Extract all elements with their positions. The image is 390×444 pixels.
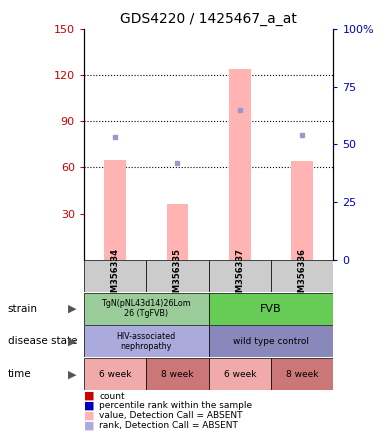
Bar — [146, 358, 209, 390]
Text: ▶: ▶ — [68, 304, 76, 313]
Bar — [209, 293, 333, 325]
Text: count: count — [99, 392, 125, 400]
Bar — [146, 260, 209, 292]
Text: 8 week: 8 week — [286, 370, 319, 379]
Text: time: time — [8, 369, 32, 379]
Text: FVB: FVB — [260, 304, 282, 313]
Text: ■: ■ — [84, 411, 94, 420]
Text: GSM356336: GSM356336 — [298, 248, 307, 304]
Title: GDS4220 / 1425467_a_at: GDS4220 / 1425467_a_at — [120, 12, 297, 27]
Text: percentile rank within the sample: percentile rank within the sample — [99, 401, 253, 410]
Text: wild type control: wild type control — [233, 337, 309, 346]
Bar — [84, 293, 209, 325]
Bar — [167, 204, 188, 260]
Text: 6 week: 6 week — [99, 370, 131, 379]
Bar — [229, 69, 251, 260]
Bar — [84, 325, 209, 357]
Text: ■: ■ — [84, 401, 94, 411]
Bar — [271, 260, 333, 292]
Text: ■: ■ — [84, 391, 94, 401]
Bar — [84, 358, 146, 390]
Bar — [291, 161, 313, 260]
Text: GSM356335: GSM356335 — [173, 248, 182, 304]
Text: GSM356337: GSM356337 — [235, 248, 245, 304]
Text: GSM356334: GSM356334 — [110, 248, 120, 304]
Text: ▶: ▶ — [68, 337, 76, 346]
Text: HIV-associated
nephropathy: HIV-associated nephropathy — [117, 332, 176, 351]
Bar — [104, 160, 126, 260]
Text: strain: strain — [8, 304, 38, 313]
Bar — [84, 260, 146, 292]
Bar — [209, 358, 271, 390]
Text: ▶: ▶ — [68, 369, 76, 379]
Text: TgN(pNL43d14)26Lom
26 (TgFVB): TgN(pNL43d14)26Lom 26 (TgFVB) — [101, 299, 191, 318]
Bar — [271, 358, 333, 390]
Text: 8 week: 8 week — [161, 370, 194, 379]
Bar — [209, 325, 333, 357]
Text: disease state: disease state — [8, 337, 77, 346]
Text: 6 week: 6 week — [223, 370, 256, 379]
Text: value, Detection Call = ABSENT: value, Detection Call = ABSENT — [99, 411, 243, 420]
Text: ■: ■ — [84, 420, 94, 430]
Text: rank, Detection Call = ABSENT: rank, Detection Call = ABSENT — [99, 421, 238, 430]
Bar — [209, 260, 271, 292]
